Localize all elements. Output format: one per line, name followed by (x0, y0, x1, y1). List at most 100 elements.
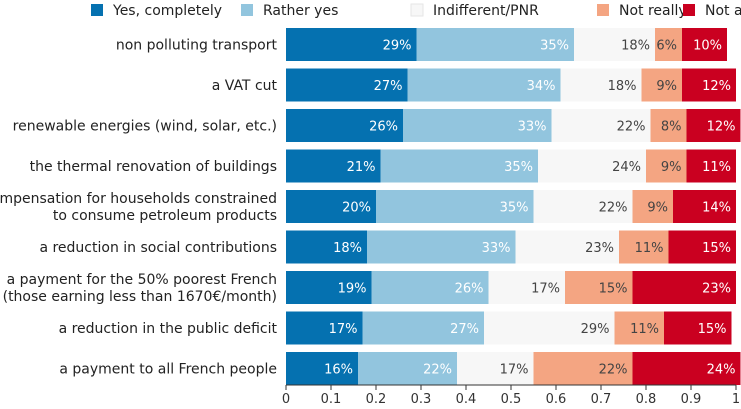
bar-segment (538, 149, 646, 183)
data-label: 22% (423, 363, 452, 378)
data-label: 12% (707, 120, 736, 135)
bar-segment (560, 68, 642, 102)
legend-swatch (410, 3, 424, 17)
x-tick-label: 0.1 (321, 392, 342, 407)
bar-row: 18% 33% 23% 11% 15% (286, 230, 736, 264)
legend-swatch (683, 4, 695, 16)
category-label: compensation for households constrained t… (0, 191, 277, 224)
category-label-line: compensation for households constrained (0, 191, 277, 207)
bar-segment (403, 109, 552, 142)
bar-segment (650, 109, 687, 142)
bar-row: 29% 35% 18% 6% 10% (286, 28, 727, 61)
data-label: 27% (374, 79, 403, 94)
bar-segment (457, 352, 534, 385)
data-label: 12% (702, 79, 731, 94)
legend-item: Yes, completely (91, 3, 222, 19)
category-label: a payment to all French people (59, 362, 277, 378)
x-tick-label: 0.8 (636, 392, 657, 407)
x-axis: 0 0.1 0.2 0.3 0.4 0.5 0.6 0.7 0.8 0.9 1 (282, 384, 740, 407)
data-label: 23% (585, 241, 614, 256)
category-label: a payment for the 50% poorest French (tho… (3, 272, 277, 305)
x-tick-label: 0.6 (546, 392, 567, 407)
legend-label: Not at all (705, 3, 741, 19)
data-label: 29% (581, 322, 610, 337)
category-label-line: a payment for the 50% poorest French (7, 272, 277, 288)
x-tick-label: 0.7 (591, 392, 612, 407)
legend-label: Yes, completely (112, 3, 222, 19)
data-label: 10% (693, 39, 722, 54)
data-label: 15% (702, 241, 731, 256)
bar-segment (286, 149, 381, 183)
legend-swatch (91, 4, 103, 16)
bar-segment (619, 230, 669, 264)
data-label: 17% (500, 363, 529, 378)
x-tick-label: 1 (732, 392, 740, 407)
bar-segment (286, 68, 408, 102)
bar-segment (362, 311, 484, 345)
data-label: 26% (455, 282, 484, 297)
bar-segment (614, 311, 664, 345)
data-label: 20% (342, 201, 371, 216)
data-label: 11% (630, 322, 659, 337)
bar-segment (632, 352, 741, 385)
data-label: 16% (324, 363, 353, 378)
bar-segment (655, 28, 682, 61)
bar-row: 26% 33% 22% 8% 12% (286, 109, 741, 142)
bar-segment (286, 190, 376, 223)
bar-segment (565, 271, 633, 304)
x-tick-label: 0 (282, 392, 290, 407)
bar-segment (286, 311, 363, 345)
x-tick-label: 0.3 (411, 392, 432, 407)
category-label: a VAT cut (212, 78, 278, 94)
data-label: 29% (383, 39, 412, 54)
legend-swatch (241, 4, 253, 16)
bars: 29% 35% 18% 6% 10% 27% 34% 18% 9% 12% 26% 33% 22% 8% 1… (286, 28, 741, 385)
data-label: 18% (608, 79, 637, 94)
bar-segment (286, 352, 358, 385)
bar-segment (686, 149, 736, 183)
legend-label: Not really (619, 3, 687, 19)
bar-segment (371, 271, 489, 304)
category-label: non polluting transport (116, 38, 278, 54)
category-label: the thermal renovation of buildings (30, 159, 277, 175)
category-label: a reduction in the public deficit (59, 321, 278, 337)
bar-row: 20% 35% 22% 9% 14% (286, 190, 736, 223)
bar-segment (686, 109, 741, 142)
bar-segment (682, 28, 727, 61)
data-label: 11% (702, 160, 731, 175)
data-label: 35% (500, 201, 529, 216)
bar-segment (533, 352, 633, 385)
data-label: 22% (617, 120, 646, 135)
bar-segment (646, 149, 687, 183)
data-label: 35% (540, 39, 569, 54)
data-label: 23% (702, 282, 731, 297)
bar-segment (664, 311, 732, 345)
data-label: 18% (621, 39, 650, 54)
category-label: a reduction in social contributions (39, 240, 277, 256)
data-label: 18% (333, 241, 362, 256)
category-label-line: to consume petroleum products (53, 208, 277, 224)
bar-segment (551, 109, 651, 142)
bar-segment (515, 230, 619, 264)
bar-row: 16% 22% 17% 22% 24% (286, 352, 741, 385)
legend: Yes, completely Rather yes Indifferent/PNR… (91, 3, 741, 19)
category-label: renewable energies (wind, solar, etc.) (13, 119, 277, 135)
data-label: 15% (599, 282, 628, 297)
data-label: 22% (599, 201, 628, 216)
legend-item: Rather yes (241, 3, 338, 19)
data-label: 21% (347, 160, 376, 175)
bar-segment (286, 28, 417, 61)
legend-swatch (597, 4, 609, 16)
bar-segment (358, 352, 457, 385)
bar-row: 19% 26% 17% 15% 23% (286, 271, 736, 304)
bar-segment (376, 190, 534, 223)
bar-row: 27% 34% 18% 9% 12% (286, 68, 736, 102)
bar-segment (367, 230, 516, 264)
data-label: 24% (612, 160, 641, 175)
data-label: 14% (702, 201, 731, 216)
category-label-line: (those earning less than 1670€/month) (3, 289, 277, 305)
bar-segment (484, 311, 615, 345)
data-label: 33% (482, 241, 511, 256)
data-label: 24% (707, 363, 736, 378)
